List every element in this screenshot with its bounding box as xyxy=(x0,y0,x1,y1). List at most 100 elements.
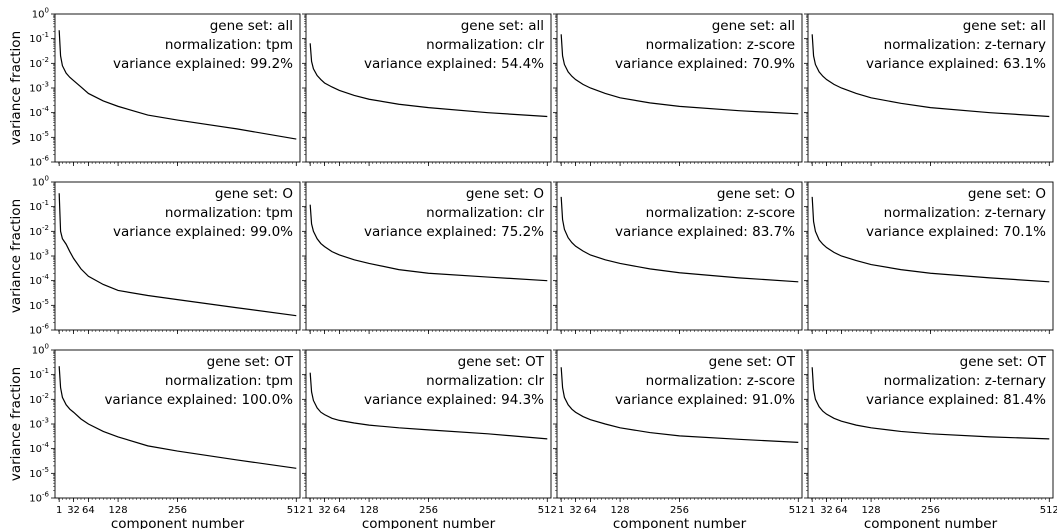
subplot-panel: gene set: all normalization: clr variance … xyxy=(302,13,552,166)
y-tick-label: 10-3 xyxy=(29,249,49,263)
variance-curve xyxy=(309,372,548,440)
variance-explained-label: variance explained: 75.2% xyxy=(364,224,544,240)
x-tick-label: 128 xyxy=(360,505,379,516)
x-tick-label: 1 xyxy=(307,505,313,516)
normalization-label: normalization: z-score xyxy=(646,37,795,53)
normalization-label: normalization: z-score xyxy=(646,373,795,389)
variance-explained-label: variance explained: 63.1% xyxy=(866,56,1046,72)
x-tick-label: 512 xyxy=(1040,505,1057,516)
x-tick-label: 512 xyxy=(538,505,557,516)
gene-set-label: gene set: OT xyxy=(458,354,545,370)
x-tick-label: 128 xyxy=(611,505,630,516)
normalization-label: normalization: clr xyxy=(426,37,544,53)
variance-explained-label: variance explained: 94.3% xyxy=(364,392,544,408)
x-tick-label: 32 xyxy=(318,505,331,516)
y-tick-label: 10-3 xyxy=(29,417,49,431)
variance-curve xyxy=(811,34,1050,118)
x-axis-label: component number xyxy=(613,516,747,529)
y-tick-label: 10-4 xyxy=(29,273,49,287)
normalization-label: normalization: z-score xyxy=(646,205,795,221)
subplot-panel: gene set: O normalization: z-score varianc… xyxy=(553,181,803,334)
subplot-panel: gene set: O normalization: clr variance ex… xyxy=(302,181,552,334)
gene-set-label: gene set: O xyxy=(215,186,293,202)
normalization-label: normalization: clr xyxy=(426,373,544,389)
variance-curve xyxy=(309,43,548,118)
y-tick-label: 10-1 xyxy=(29,31,49,45)
gene-set-label: gene set: OT xyxy=(960,354,1047,370)
x-tick-label: 256 xyxy=(419,505,438,516)
y-tick-label: 100 xyxy=(32,175,49,189)
normalization-label: normalization: z-ternary xyxy=(884,205,1046,221)
y-axis-label: variance fraction xyxy=(8,199,24,313)
x-tick-label: 1 xyxy=(56,505,62,516)
x-tick-label: 256 xyxy=(921,505,940,516)
y-tick-label: 10-3 xyxy=(29,81,49,95)
x-axis-label: component number xyxy=(362,516,496,529)
variance-curve xyxy=(58,366,297,469)
variance-explained-label: variance explained: 70.1% xyxy=(866,224,1046,240)
gene-set-label: gene set: O xyxy=(466,186,544,202)
x-tick-label: 32 xyxy=(820,505,833,516)
x-tick-label: 128 xyxy=(862,505,881,516)
variance-curve xyxy=(811,367,1050,440)
x-tick-label: 1 xyxy=(809,505,815,516)
y-axis-label: variance fraction xyxy=(8,31,24,145)
y-tick-label: 10-1 xyxy=(29,367,49,381)
subplot-panel: 100 10-1 10-2 10-3 10-4 10-5 10-6 gene set: O no… xyxy=(8,175,301,337)
variance-curve xyxy=(560,196,799,283)
y-tick-label: 10-6 xyxy=(29,155,49,169)
normalization-label: normalization: z-ternary xyxy=(884,37,1046,53)
y-tick-label: 10-2 xyxy=(29,392,49,406)
gene-set-label: gene set: O xyxy=(968,186,1046,202)
gene-set-label: gene set: OT xyxy=(207,354,294,370)
variance-explained-label: variance explained: 81.4% xyxy=(866,392,1046,408)
subplot-panel: 1 32 64 128 256 512 gene set: OT normalization:… xyxy=(302,349,557,529)
x-tick-label: 1 xyxy=(558,505,564,516)
x-tick-label: 64 xyxy=(584,505,597,516)
y-tick-label: 10-6 xyxy=(29,491,49,505)
variance-explained-label: variance explained: 99.2% xyxy=(113,56,293,72)
gene-set-label: gene set: all xyxy=(210,18,293,34)
y-tick-label: 100 xyxy=(32,7,49,21)
variance-curve xyxy=(58,193,297,317)
y-tick-label: 10-4 xyxy=(29,441,49,455)
x-axis-label: component number xyxy=(111,516,245,529)
normalization-label: normalization: tpm xyxy=(165,37,293,53)
variance-curve xyxy=(58,30,297,140)
subplot-panel: gene set: all normalization: z-ternary var… xyxy=(804,13,1054,166)
subplot-panel: 100 10-1 10-2 10-3 10-4 10-5 10-6 1 32 64 128 256 51… xyxy=(8,343,306,529)
variance-explained-label: variance explained: 99.0% xyxy=(113,224,293,240)
x-tick-label: 32 xyxy=(67,505,80,516)
x-tick-label: 64 xyxy=(333,505,346,516)
y-tick-label: 10-1 xyxy=(29,199,49,213)
x-tick-label: 512 xyxy=(287,505,306,516)
gene-set-label: gene set: OT xyxy=(709,354,796,370)
variance-explained-label: variance explained: 54.4% xyxy=(364,56,544,72)
subplot-panel: 1 32 64 128 256 512 gene set: OT normalization:… xyxy=(553,349,808,529)
x-tick-label: 32 xyxy=(569,505,582,516)
x-tick-label: 64 xyxy=(835,505,848,516)
variance-explained-label: variance explained: 91.0% xyxy=(615,392,795,408)
y-tick-label: 10-5 xyxy=(29,298,49,312)
y-tick-label: 10-2 xyxy=(29,224,49,238)
variance-explained-label: variance explained: 100.0% xyxy=(104,392,293,408)
gene-set-label: gene set: O xyxy=(717,186,795,202)
x-tick-label: 256 xyxy=(168,505,187,516)
y-tick-label: 10-5 xyxy=(29,466,49,480)
y-tick-label: 10-6 xyxy=(29,323,49,337)
gene-set-label: gene set: all xyxy=(461,18,544,34)
y-axis-label: variance fraction xyxy=(8,367,24,481)
gene-set-label: gene set: all xyxy=(963,18,1046,34)
gene-set-label: gene set: all xyxy=(712,18,795,34)
variance-curve xyxy=(309,204,548,282)
normalization-label: normalization: clr xyxy=(426,205,544,221)
y-tick-label: 100 xyxy=(32,343,49,357)
x-tick-label: 256 xyxy=(670,505,689,516)
subplot-panel: gene set: all normalization: z-score varia… xyxy=(553,13,803,166)
x-tick-label: 128 xyxy=(109,505,128,516)
y-tick-label: 10-2 xyxy=(29,56,49,70)
subplot-panel: gene set: O normalization: z-ternary varia… xyxy=(804,181,1054,334)
variance-curve xyxy=(560,367,799,443)
x-axis-label: component number xyxy=(864,516,998,529)
